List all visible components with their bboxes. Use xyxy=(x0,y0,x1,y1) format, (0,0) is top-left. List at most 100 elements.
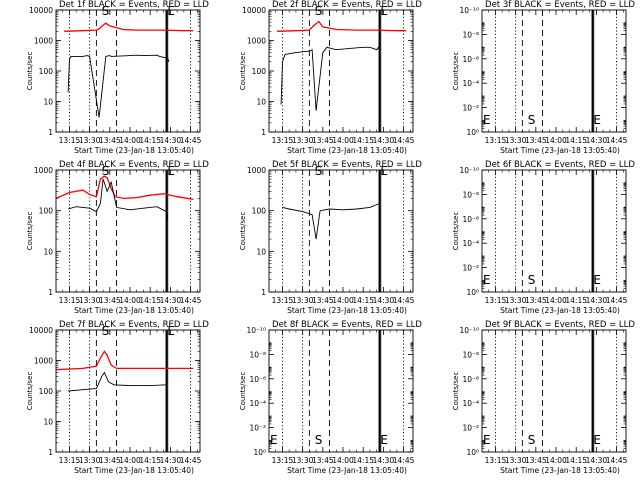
x-tick-label: 13:15 xyxy=(59,136,81,145)
y-tick-label: 10⁻⁴ xyxy=(462,79,479,88)
x-tick-label: 14:30 xyxy=(160,136,182,145)
y-tick-label: 10 xyxy=(256,98,266,107)
start-marker: S xyxy=(528,433,536,447)
y-tick-label: 10⁰ xyxy=(466,288,479,297)
x-tick-label: 13:45 xyxy=(312,136,334,145)
y-tick-label: 10⁻² xyxy=(462,104,479,113)
y-tick-label: 10000 xyxy=(242,6,266,15)
x-axis-label: Start Time (23-Jan-18 13:05:40) xyxy=(287,306,407,315)
x-tick-label: 13:45 xyxy=(312,296,334,305)
detector-panel: Det 8f BLACK = Events, RED = LLD 10⁰ 10⁻² 1… xyxy=(239,320,422,475)
detector-panel: Det 9f BLACK = Events, RED = LLD 10⁰ 10⁻² 1… xyxy=(452,320,635,475)
x-tick-label: 13:30 xyxy=(79,296,101,305)
y-tick-label: 10⁻² xyxy=(249,424,266,433)
x-tick-label: 14:15 xyxy=(565,136,587,145)
x-tick-label: 14:15 xyxy=(352,456,374,465)
x-tick-label: 13:15 xyxy=(59,456,81,465)
x-axis-label: Start Time (23-Jan-18 13:05:40) xyxy=(74,146,194,155)
x-tick-label: 13:15 xyxy=(272,296,294,305)
y-tick-label: 10000 xyxy=(29,326,53,335)
y-tick-label: 10⁰ xyxy=(253,448,266,457)
lld-series-line xyxy=(64,22,194,32)
y-tick-label: 10⁻⁶ xyxy=(249,375,266,384)
end-marker: E xyxy=(593,113,601,127)
lld-series-line xyxy=(277,20,407,32)
y-tick-label: 10000 xyxy=(29,6,53,15)
detector-panel: Det 2f BLACK = Events, RED = LLD 1 10 100 10… xyxy=(239,0,422,155)
x-tick-label: 13:15 xyxy=(485,136,507,145)
x-tick-label: 14:15 xyxy=(139,456,161,465)
y-tick-label: 10⁻⁶ xyxy=(462,375,479,384)
y-axis-label: Counts/sec xyxy=(452,372,460,411)
start-marker: S xyxy=(315,164,323,178)
x-tick-label: 14:00 xyxy=(545,296,567,305)
y-tick-label: 1000 xyxy=(34,357,53,366)
x-tick-label: 14:00 xyxy=(332,456,354,465)
y-tick-label: 100 xyxy=(252,207,267,216)
y-tick-label: 1 xyxy=(261,128,266,137)
start-marker: S xyxy=(528,113,536,127)
plot-frame xyxy=(268,9,414,133)
y-tick-label: 1 xyxy=(48,288,53,297)
start-marker: S xyxy=(315,433,323,447)
end-marker: E xyxy=(270,433,278,447)
end-marker: E xyxy=(483,273,491,287)
x-tick-label: 13:15 xyxy=(485,456,507,465)
x-tick-label: 14:30 xyxy=(160,296,182,305)
panel-title: Det 1f BLACK = Events, RED = LLD xyxy=(59,0,209,10)
y-axis-label: Counts/sec xyxy=(26,212,34,251)
y-axis-label: Counts/sec xyxy=(452,212,460,251)
y-tick-label: 10⁻¹⁰ xyxy=(246,326,266,335)
panel-title: Det 8f BLACK = Events, RED = LLD xyxy=(272,320,422,330)
x-tick-label: 14:15 xyxy=(139,296,161,305)
x-tick-label: 14:45 xyxy=(180,136,202,145)
panel-title: Det 4f BLACK = Events, RED = LLD xyxy=(59,160,209,170)
y-tick-label: 1 xyxy=(261,288,266,297)
panel-title: Det 2f BLACK = Events, RED = LLD xyxy=(272,0,422,10)
x-tick-label: 14:45 xyxy=(180,296,202,305)
y-tick-label: 10 xyxy=(43,418,53,427)
y-tick-label: 10⁻⁸ xyxy=(462,30,479,39)
y-tick-label: 10⁻² xyxy=(462,424,479,433)
y-tick-label: 10⁻⁴ xyxy=(462,239,479,248)
x-tick-label: 14:30 xyxy=(586,456,608,465)
detector-panel: Det 5f BLACK = Events, RED = LLD 1 10 100 10… xyxy=(239,160,422,315)
x-tick-label: 14:15 xyxy=(139,136,161,145)
y-tick-label: 100 xyxy=(252,67,267,76)
x-tick-label: 13:15 xyxy=(272,456,294,465)
x-tick-label: 13:30 xyxy=(292,456,314,465)
panel-title: Det 9f BLACK = Events, RED = LLD xyxy=(485,320,635,330)
plot-frame xyxy=(481,9,627,133)
plot-frame xyxy=(55,9,201,133)
plot-frame xyxy=(268,329,414,453)
events-series-line xyxy=(282,203,380,240)
x-tick-label: 14:30 xyxy=(373,456,395,465)
x-tick-label: 13:45 xyxy=(525,296,547,305)
y-tick-label: 1 xyxy=(48,448,53,457)
x-tick-label: 13:15 xyxy=(485,296,507,305)
end-marker: E xyxy=(380,433,388,447)
detector-panel: Det 4f BLACK = Events, RED = LLD 1 10 100 10… xyxy=(26,160,209,315)
x-tick-label: 14:00 xyxy=(332,136,354,145)
x-tick-label: 14:00 xyxy=(119,136,141,145)
x-tick-label: 13:15 xyxy=(272,136,294,145)
plot-frame xyxy=(481,329,627,453)
end-marker: E xyxy=(593,433,601,447)
lld-series-line xyxy=(55,350,194,371)
y-tick-label: 10 xyxy=(256,247,266,256)
end-marker: E xyxy=(167,324,175,338)
x-tick-label: 14:30 xyxy=(586,296,608,305)
x-tick-label: 13:30 xyxy=(505,296,527,305)
x-tick-label: 14:45 xyxy=(606,136,628,145)
y-tick-label: 100 xyxy=(39,67,54,76)
end-marker: E xyxy=(167,164,175,178)
x-tick-label: 13:30 xyxy=(292,296,314,305)
y-tick-label: 10⁰ xyxy=(466,128,479,137)
x-tick-label: 14:30 xyxy=(586,136,608,145)
events-series-line xyxy=(67,178,169,220)
end-marker: E xyxy=(167,4,175,18)
start-marker: S xyxy=(528,273,536,287)
x-tick-label: 13:45 xyxy=(312,456,334,465)
y-tick-label: 10⁻⁸ xyxy=(462,350,479,359)
y-tick-label: 10⁻⁸ xyxy=(249,350,266,359)
